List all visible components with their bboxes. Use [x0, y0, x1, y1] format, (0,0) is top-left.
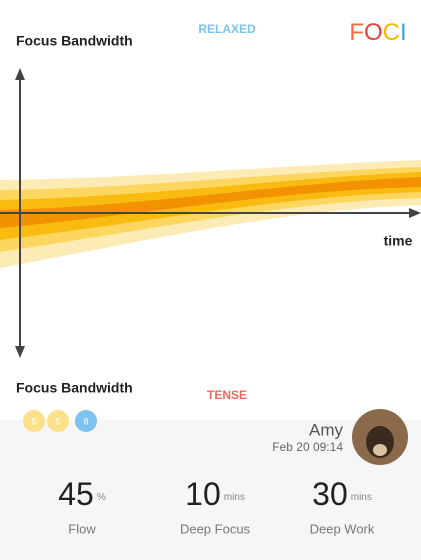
y-arrow-up	[15, 68, 25, 80]
stat-value: 30 mins	[312, 476, 372, 512]
user-name: Amy	[309, 420, 344, 439]
badge-text: 8	[83, 416, 88, 426]
user-date: Feb 20 09:14	[272, 440, 343, 454]
stat-label: Flow	[68, 521, 96, 536]
avatar-muzzle	[373, 444, 387, 456]
stat-unit: %	[97, 492, 106, 503]
x-arrow	[409, 208, 421, 218]
axes	[0, 68, 421, 358]
badges: 5 5 8	[23, 410, 97, 432]
badge-text: 5	[55, 416, 60, 426]
avatar[interactable]	[352, 409, 408, 465]
tense-label: TENSE	[207, 388, 247, 402]
stat-label: Deep Focus	[180, 521, 251, 536]
logo-letter: F	[349, 19, 364, 46]
logo: FOCI	[349, 19, 406, 46]
summary-panel	[0, 420, 421, 560]
relaxed-label: RELAXED	[198, 22, 256, 36]
badge	[23, 410, 45, 432]
stat-unit: mins	[224, 492, 245, 503]
stat-label: Deep Work	[310, 521, 375, 536]
stat-value: 10 mins	[185, 476, 245, 512]
stat-number: 30	[312, 476, 348, 512]
badge-text: 5	[31, 416, 36, 426]
title: Focus Bandwidth	[16, 33, 133, 49]
stat-unit: mins	[351, 492, 372, 503]
badge	[47, 410, 69, 432]
logo-letter: I	[400, 19, 407, 46]
stat-value: 45%	[58, 476, 106, 512]
stat-number: 10	[185, 476, 221, 512]
badge	[75, 410, 97, 432]
logo-letter: O	[364, 19, 383, 46]
y-arrow-down	[15, 346, 25, 358]
band-core	[0, 177, 421, 228]
logo-letter: C	[383, 19, 400, 46]
stat-number: 45	[58, 476, 94, 512]
stats: 45% 10 mins 30 mins Flow Deep Focus Deep W…	[58, 476, 375, 536]
bottom-title: Focus Bandwidth	[16, 380, 133, 396]
x-label: time	[384, 233, 413, 249]
